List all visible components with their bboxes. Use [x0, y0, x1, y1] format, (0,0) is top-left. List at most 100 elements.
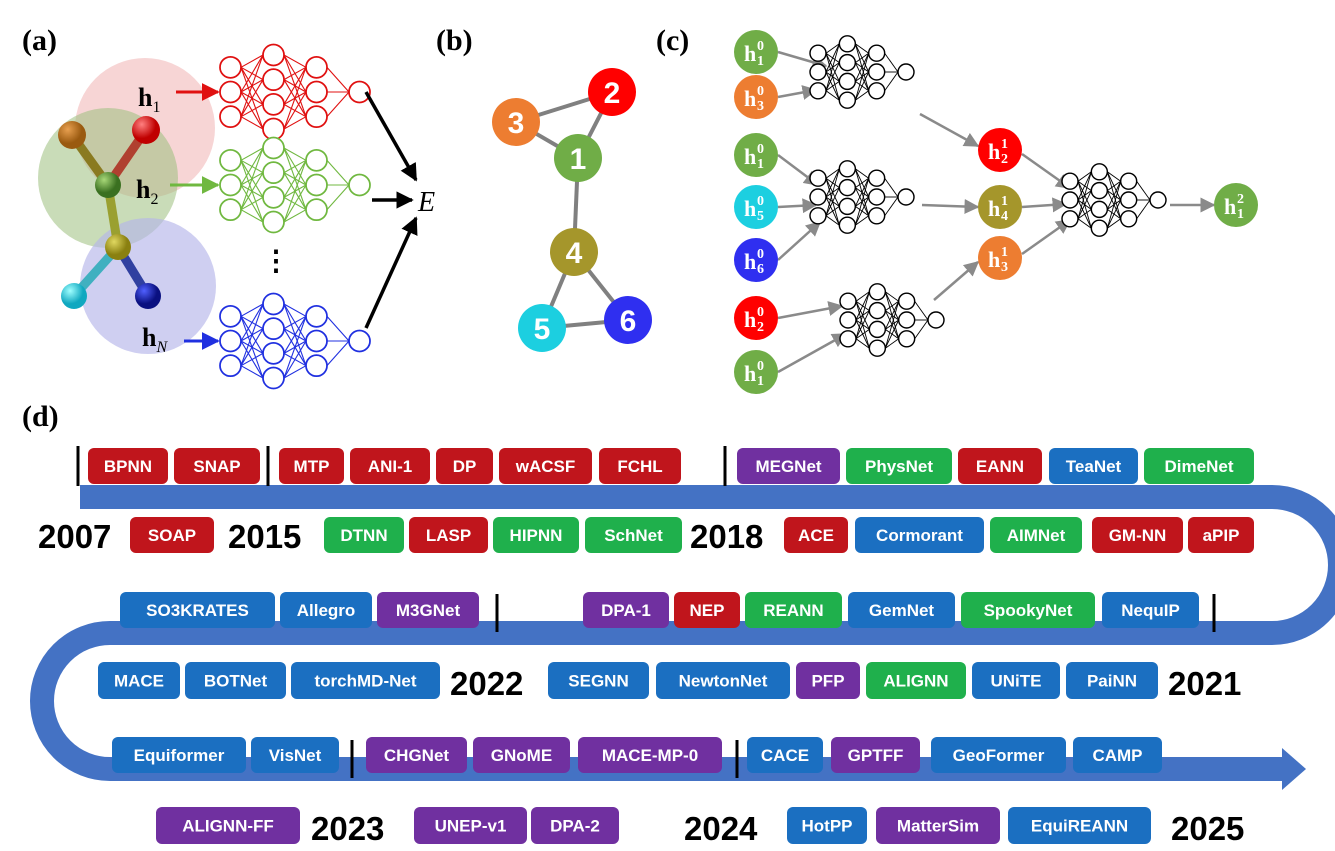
model-badge-label: torchMD-Net: [315, 672, 417, 691]
model-badge-label: REANN: [763, 601, 823, 620]
update-network-1: [809, 35, 915, 109]
panel-label-d: (d): [22, 400, 59, 433]
model-badge-label: ACE: [798, 526, 834, 545]
state-node-layer0-3: h0 1: [734, 133, 778, 177]
model-badge-equireann: EquiREANN: [1008, 807, 1151, 844]
svg-text:1: 1: [570, 143, 587, 176]
model-badge-geoformer: GeoFormer: [931, 737, 1066, 773]
svg-text:h02: h0 2: [744, 305, 764, 335]
model-badge-aimnet: AIMNet: [990, 517, 1082, 553]
model-badge-dpa-1: DPA-1: [583, 592, 669, 628]
model-badge-painn: PaiNN: [1066, 662, 1158, 699]
model-badge-lasp: LASP: [409, 517, 488, 553]
model-badge-hotpp: HotPP: [787, 807, 867, 844]
model-badge-label: CHGNet: [384, 746, 450, 765]
model-badge-label: HotPP: [802, 817, 853, 836]
model-badge-equiformer: Equiformer: [112, 737, 246, 773]
model-badge-label: DP: [453, 457, 477, 476]
model-badge-label: GM-NN: [1109, 526, 1167, 545]
model-badge-label: DTNN: [340, 526, 387, 545]
model-badge-camp: CAMP: [1073, 737, 1162, 773]
year-2022: 2022: [450, 665, 523, 702]
model-badge-gptff: GPTFF: [831, 737, 920, 773]
state-node-layer1-1: h1 2: [978, 128, 1022, 172]
state-node-layer1-2: h1 4: [978, 185, 1022, 229]
model-badge-gnome: GNoME: [473, 737, 570, 773]
model-badge-label: Allegro: [297, 601, 356, 620]
model-badge-label: TeaNet: [1066, 457, 1122, 476]
svg-text:h06: h0 6: [744, 247, 764, 277]
panel-a: h1 h2 hN ⋮ E: [38, 43, 435, 390]
model-badge-gemnet: GemNet: [848, 592, 955, 628]
year-2015: 2015: [228, 518, 301, 555]
model-badge-wacsf: wACSF: [499, 448, 592, 484]
model-badge-label: SNAP: [193, 457, 240, 476]
model-badge-torchmd-net: torchMD-Net: [291, 662, 440, 699]
model-badge-reann: REANN: [745, 592, 842, 628]
year-2023: 2023: [311, 810, 384, 847]
model-badge-gm-nn: GM-NN: [1092, 517, 1183, 553]
model-badge-label: SOAP: [148, 526, 196, 545]
model-badge-label: DimeNet: [1165, 457, 1234, 476]
model-badge-alignn: ALIGNN: [866, 662, 966, 699]
model-badge-allegro: Allegro: [280, 592, 372, 628]
model-badge-bpnn: BPNN: [88, 448, 168, 484]
model-badge-label: SEGNN: [568, 672, 628, 691]
svg-text:5: 5: [534, 313, 551, 346]
update-network-3: [839, 283, 945, 357]
model-badge-eann: EANN: [958, 448, 1042, 484]
atomic-network-2: [219, 136, 371, 234]
state-node-layer0-4: h0 5: [734, 185, 778, 229]
svg-text:h05: h0 5: [744, 194, 764, 224]
model-badge-soap: SOAP: [130, 517, 214, 553]
energy-label: E: [417, 187, 435, 218]
timeline-path: [30, 485, 1335, 781]
svg-text:h21: h2 1: [1224, 192, 1244, 222]
svg-text:h13: h1 3: [988, 245, 1008, 275]
model-badge-label: LASP: [426, 526, 471, 545]
svg-text:6: 6: [620, 305, 637, 338]
model-badge-ace: ACE: [784, 517, 848, 553]
state-node-layer2: h2 1: [1214, 183, 1258, 227]
model-badge-label: DPA-2: [550, 817, 600, 836]
model-badge-spookynet: SpookyNet: [961, 592, 1095, 628]
year-2024: 2024: [684, 810, 758, 847]
sum-arrow-1: [364, 91, 418, 182]
model-badge-label: wACSF: [515, 457, 576, 476]
model-badge-chgnet: CHGNet: [366, 737, 467, 773]
model-badge-unite: UNiTE: [972, 662, 1060, 699]
model-badge-label: MEGNet: [755, 457, 821, 476]
svg-text:3: 3: [508, 107, 525, 140]
model-badge-botnet: BOTNet: [185, 662, 286, 699]
model-badge-label: SchNet: [604, 526, 663, 545]
panel-label-b: (b): [436, 24, 473, 57]
model-badge-label: NEP: [690, 601, 725, 620]
svg-text:h12: h1 2: [988, 137, 1008, 167]
model-badge-physnet: PhysNet: [846, 448, 952, 484]
svg-text:h01: h0 1: [744, 359, 764, 389]
model-badge-label: FCHL: [617, 457, 662, 476]
model-badge-segnn: SEGNN: [548, 662, 649, 699]
model-badge-cace: CACE: [747, 737, 823, 773]
model-badge-label: SpookyNet: [984, 601, 1073, 620]
model-badge-nequip: NequIP: [1102, 592, 1199, 628]
model-badge-hipnn: HIPNN: [493, 517, 579, 553]
model-badge-mattersim: MatterSim: [876, 807, 1000, 844]
model-badge-label: UNiTE: [991, 672, 1042, 691]
state-node-layer0-1: h0 1: [734, 30, 778, 74]
model-badge-label: GPTFF: [848, 746, 904, 765]
svg-text:h03: h0 3: [744, 84, 764, 114]
model-badges: BPNN SNAP MTP ANI-1 DP wACSF FCHL MEGNet PhysNet…: [88, 448, 1254, 844]
model-badge-label: ANI-1: [368, 457, 412, 476]
graph-node-6: 6: [604, 296, 652, 344]
model-badge-label: M3GNet: [396, 601, 461, 620]
model-badge-label: CACE: [761, 746, 809, 765]
graph-node-5: 5: [518, 304, 566, 352]
model-badge-label: AIMNet: [1007, 526, 1066, 545]
panel-d: 2007 2015 2018 2022 2021 2023 2024 2025 …: [30, 446, 1335, 847]
model-badge-label: MACE: [114, 672, 164, 691]
model-badge-label: PFP: [811, 672, 844, 691]
model-badge-label: MatterSim: [897, 817, 979, 836]
graph-node-3: 3: [492, 98, 540, 146]
